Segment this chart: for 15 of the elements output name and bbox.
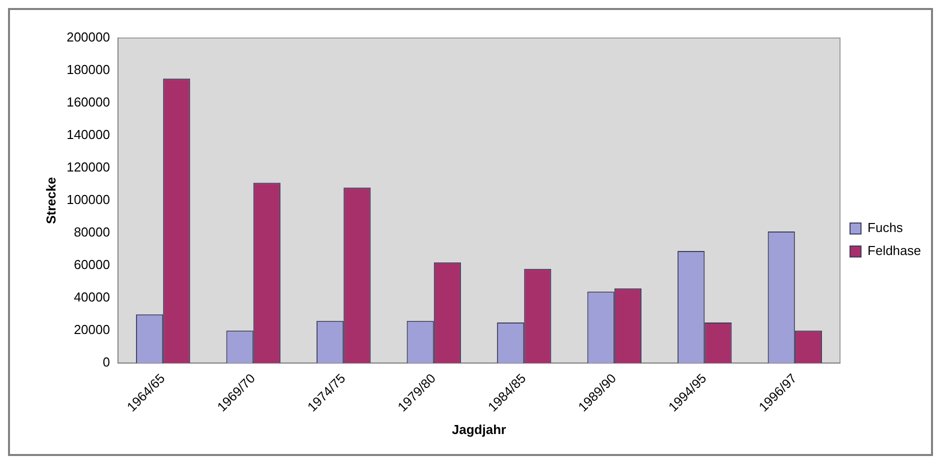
- y-axis-title: Strecke: [43, 177, 58, 224]
- y-tick-label: 20000: [74, 322, 110, 338]
- legend-label: Fuchs: [868, 220, 904, 236]
- y-tick-label: 0: [102, 354, 110, 370]
- y-tick-label: 40000: [74, 290, 110, 305]
- y-tick-label: 60000: [74, 257, 110, 272]
- y-tick-label: 120000: [66, 160, 110, 175]
- y-tick-label: 200000: [66, 30, 110, 45]
- y-tick-label: 140000: [66, 127, 110, 142]
- y-tick-label: 180000: [66, 62, 110, 78]
- x-axis-title: Jagdjahr: [452, 422, 506, 437]
- y-tick-label: 80000: [74, 224, 110, 240]
- y-tick-label: 160000: [66, 94, 110, 110]
- y-tick-label: 100000: [66, 192, 110, 208]
- legend-label: Feldhase: [868, 243, 922, 258]
